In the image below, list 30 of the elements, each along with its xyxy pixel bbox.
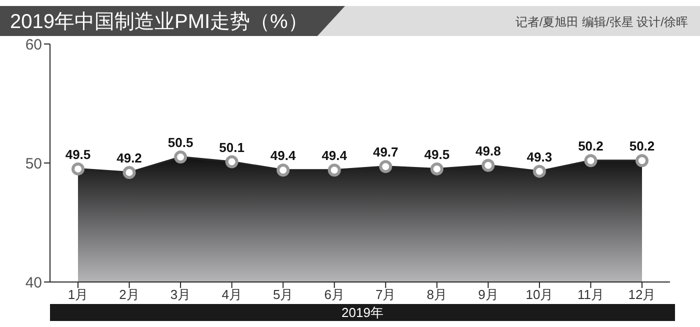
x-tick-label: 9月 [478, 287, 498, 302]
data-label: 49.3 [526, 149, 552, 164]
data-label: 50.5 [168, 135, 194, 150]
y-tick-label: 40 [25, 274, 42, 292]
x-tick-label: 12月 [628, 287, 656, 302]
x-tick-label: 8月 [426, 287, 448, 302]
data-label: 50.1 [219, 140, 244, 155]
data-label: 49.5 [65, 146, 91, 162]
x-tick-label: 11月 [577, 287, 604, 302]
x-tick-label: 5月 [272, 287, 294, 302]
x-tick-label: 10月 [526, 287, 554, 302]
data-label: 50.2 [578, 138, 604, 154]
x-tick-label: 1月 [68, 287, 88, 302]
x-tick-label: 4月 [222, 287, 242, 302]
data-label: 49.5 [424, 146, 450, 162]
data-label: 50.2 [629, 138, 655, 154]
y-tick-label: 50 [25, 155, 42, 172]
y-tick-label: 60 [25, 36, 42, 54]
data-label: 49.4 [270, 148, 297, 164]
chart-title: 2019年中国制造业PMI走势（%） [10, 10, 308, 35]
text: 记者/夏旭田 编辑/张星 设计/徐晖 [515, 14, 688, 31]
x-axis-title: 2019年 [50, 304, 675, 321]
data-label: 49.7 [372, 144, 398, 160]
x-tick-label: 6月 [324, 287, 344, 302]
x-tick-label: 3月 [170, 287, 191, 302]
data-label: 49.8 [476, 143, 501, 158]
x-tick-label: 7月 [376, 287, 396, 302]
data-label: 49.2 [116, 150, 142, 166]
data-label: 49.4 [322, 148, 348, 164]
x-tick-label: 2月 [119, 287, 140, 302]
